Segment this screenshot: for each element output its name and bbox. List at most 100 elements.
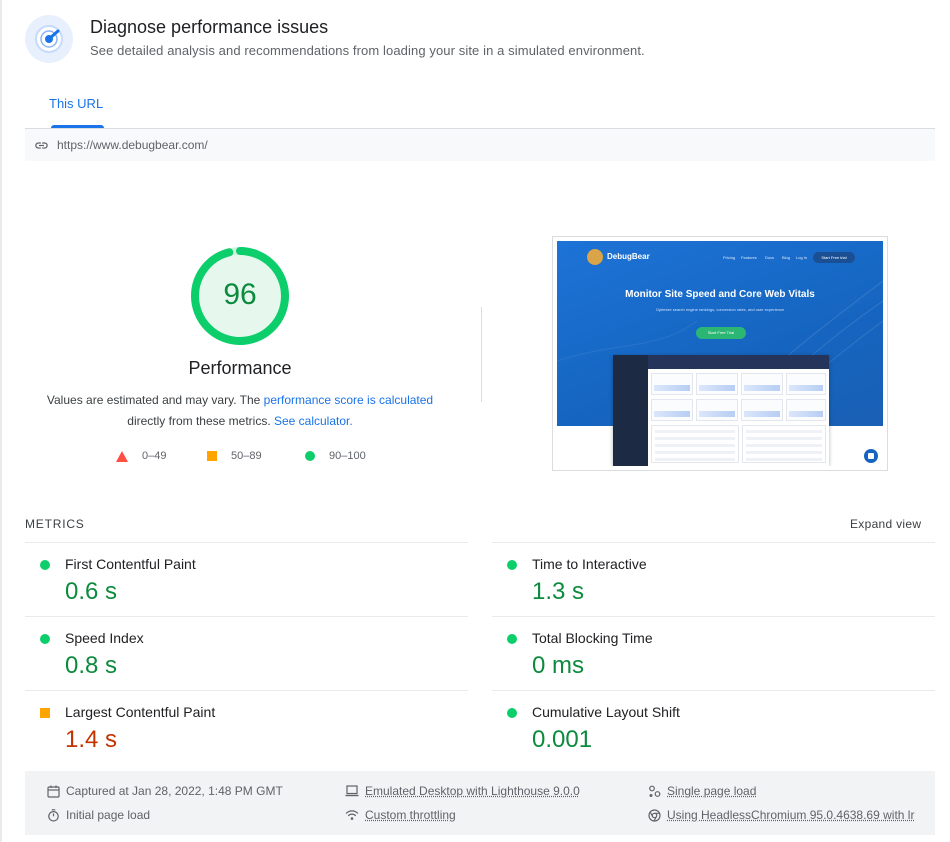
legend-average: 50–89 — [207, 450, 262, 462]
good-circle-icon — [507, 634, 517, 644]
throttling-item[interactable]: Custom throttling — [345, 808, 456, 822]
screenshot-app-preview — [613, 355, 829, 466]
tab-divider — [25, 128, 935, 129]
square-icon — [207, 451, 217, 461]
metric-value: 0 ms — [532, 652, 585, 679]
metric-name: Total Blocking Time — [532, 630, 653, 646]
app-table — [742, 425, 826, 463]
screenshot-nav-item: Blog — [782, 255, 791, 260]
screenshot-nav-button: Start Free trial — [813, 252, 855, 263]
metric-value: 1.4 s — [65, 726, 118, 753]
tested-url: https://www.debugbear.com/ — [57, 138, 208, 152]
screenshot-nav-item: Features — [741, 255, 757, 260]
app-card — [696, 399, 738, 421]
metric-name: Speed Index — [65, 630, 144, 646]
metrics-heading: METRICS — [25, 517, 85, 531]
legend-good: 90–100 — [305, 450, 366, 462]
screenshot-nav-item: Docs — [765, 255, 775, 260]
description-text-2: directly from these metrics. — [127, 414, 274, 428]
metric-name: Cumulative Layout Shift — [532, 704, 680, 720]
captured-at-text: Captured at Jan 28, 2022, 1:48 PM GMT — [66, 784, 283, 798]
app-card — [786, 373, 826, 395]
good-circle-icon — [40, 560, 50, 570]
legend-poor: 0–49 — [116, 450, 166, 462]
browser-item[interactable]: Using HeadlessChromium 95.0.4638.69 with… — [647, 808, 914, 822]
screenshot-nav-item: Log In — [796, 255, 808, 260]
screenshot-cta-button: Start Free Trial — [696, 327, 746, 339]
metric-name: Time to Interactive — [532, 556, 647, 572]
app-table — [651, 425, 739, 463]
legend-average-range: 50–89 — [231, 450, 262, 462]
metric-value: 0.8 s — [65, 652, 118, 679]
metric-largest-contentful-paint: Largest Contentful Paint 1.4 s — [25, 690, 468, 764]
metric-cumulative-layout-shift: Cumulative Layout Shift 0.001 — [492, 690, 935, 764]
screenshot-subline: Optimize search engine rankings, convers… — [655, 307, 785, 312]
metric-total-blocking-time: Total Blocking Time 0 ms — [492, 616, 935, 690]
good-circle-icon — [507, 560, 517, 570]
see-calculator-link[interactable]: See calculator. — [273, 414, 353, 428]
app-card — [741, 399, 783, 421]
metric-time-to-interactive: Time to Interactive 1.3 s — [492, 542, 935, 616]
throttling-text: Custom throttling — [365, 808, 456, 822]
metric-value: 0.001 — [532, 726, 593, 753]
legend-poor-range: 0–49 — [142, 450, 167, 462]
expand-view-toggle[interactable]: Expand view — [850, 517, 922, 531]
single-page-load-item[interactable]: Single page load — [647, 784, 756, 798]
runtime-settings-footer: Captured at Jan 28, 2022, 1:48 PM GMT In… — [25, 771, 935, 835]
initial-load-text: Initial page load — [66, 808, 151, 822]
nodes-icon — [647, 784, 661, 798]
metric-first-contentful-paint: First Contentful Paint 0.6 s — [25, 542, 468, 616]
circle-icon — [305, 451, 315, 461]
performance-gauge — [191, 247, 289, 345]
metric-name: First Contentful Paint — [65, 556, 196, 572]
wifi-icon — [345, 808, 359, 822]
app-card — [651, 373, 693, 395]
chrome-icon — [647, 808, 661, 822]
bear-logo-icon — [587, 249, 603, 265]
performance-label: Performance — [188, 358, 292, 378]
performance-description: Values are estimated and may vary. The p… — [40, 390, 440, 432]
performance-score: 96 — [223, 278, 257, 311]
page-subtitle: See detailed analysis and recommendation… — [90, 43, 645, 58]
metric-name: Largest Contentful Paint — [65, 704, 216, 720]
app-card — [786, 399, 826, 421]
legend-good-range: 90–100 — [329, 450, 366, 462]
app-card — [741, 373, 783, 395]
page-title: Diagnose performance issues — [90, 17, 329, 37]
metric-speed-index: Speed Index 0.8 s — [25, 616, 468, 690]
screenshot-headline: Monitor Site Speed and Core Web Vitals — [625, 289, 815, 300]
screenshot-nav-item: Pricing — [723, 255, 736, 260]
single-page-load-text: Single page load — [667, 784, 757, 798]
good-circle-icon — [40, 634, 50, 644]
active-tab-indicator — [51, 125, 104, 128]
good-circle-icon — [507, 708, 517, 718]
metric-value: 1.3 s — [532, 578, 585, 605]
app-sidebar — [613, 355, 648, 466]
metric-value: 0.6 s — [65, 578, 118, 605]
average-square-icon — [40, 708, 50, 718]
initial-load-item: Initial page load — [46, 808, 150, 822]
app-card — [651, 399, 693, 421]
url-bar: https://www.debugbear.com/ — [25, 129, 935, 161]
triangle-icon — [116, 450, 128, 462]
screenshot-content: DebugBear Pricing Features Docs Blog Log… — [557, 241, 883, 466]
captured-at-item: Captured at Jan 28, 2022, 1:48 PM GMT — [46, 784, 283, 798]
emulated-device-item[interactable]: Emulated Desktop with Lighthouse 9.0.0 — [345, 784, 580, 798]
emulated-device-text: Emulated Desktop with Lighthouse 9.0.0 — [365, 784, 580, 798]
browser-text: Using HeadlessChromium 95.0.4638.69 with… — [667, 808, 915, 822]
page-left-border — [0, 0, 2, 842]
description-text: Values are estimated and may vary. The — [46, 393, 264, 407]
app-card — [696, 373, 738, 395]
score-calculated-link[interactable]: performance score is calculated — [263, 393, 434, 407]
laptop-icon — [345, 784, 359, 798]
chat-icon — [864, 449, 878, 463]
timer-icon — [46, 808, 60, 822]
app-topbar — [648, 355, 829, 369]
vertical-divider — [481, 307, 482, 402]
speedometer-icon — [25, 15, 73, 63]
final-screenshot[interactable]: DebugBear Pricing Features Docs Blog Log… — [552, 236, 888, 471]
tab-this-url[interactable]: This URL — [49, 96, 104, 111]
screenshot-brand: DebugBear — [607, 252, 650, 261]
link-icon — [34, 138, 49, 153]
calendar-icon — [46, 784, 60, 798]
